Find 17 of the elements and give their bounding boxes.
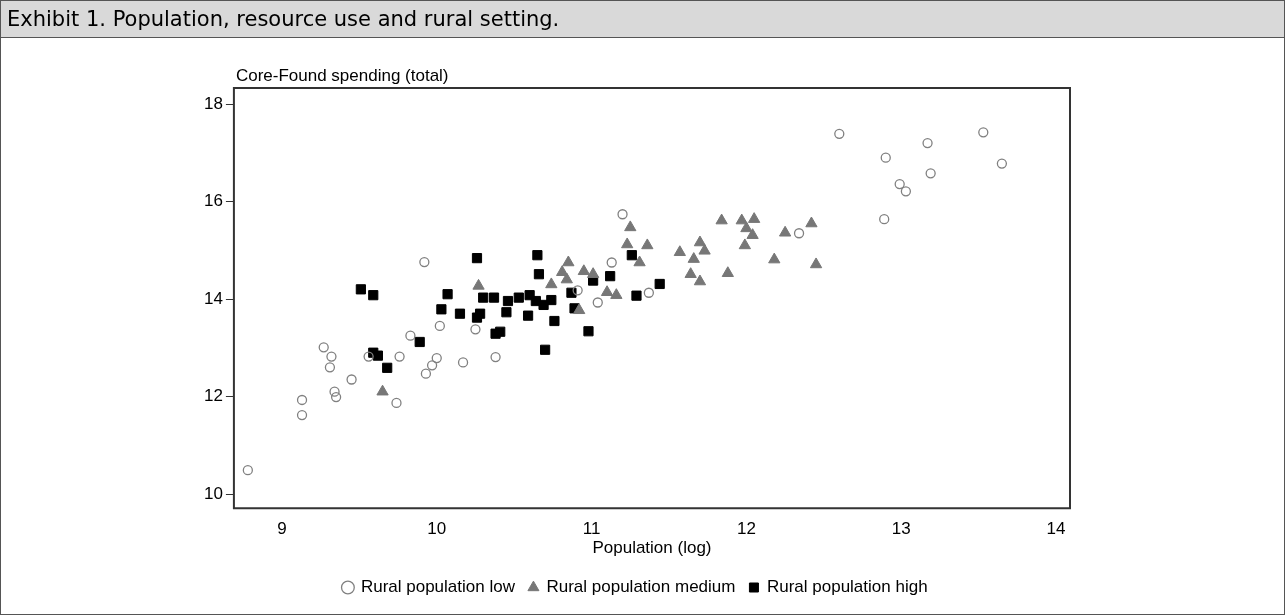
x-tick-label: 13 [891, 519, 911, 539]
x-tick-label: 11 [582, 519, 601, 539]
y-tick-label: 16 [203, 191, 223, 211]
chart-title: Exhibit 1. Population, resource use and rural setting. [1, 1, 1284, 38]
x-tick-label: 9 [277, 519, 287, 539]
y-tick-label: 12 [203, 386, 223, 406]
legend-label: Rural population high [766, 577, 928, 597]
x-tick-label: 10 [427, 519, 447, 539]
legend-label: Rural population low [360, 577, 516, 597]
y-axis-title: Core-Found spending (total) [235, 66, 449, 86]
x-axis-title: Population (log) [592, 538, 712, 558]
x-tick-label: 14 [1046, 519, 1066, 539]
y-tick-label: 18 [203, 93, 223, 113]
y-tick-label: 10 [203, 483, 223, 503]
y-tick-label: 14 [203, 288, 223, 308]
legend-label: Rural population medium [546, 577, 736, 597]
x-tick-label: 12 [736, 519, 756, 539]
